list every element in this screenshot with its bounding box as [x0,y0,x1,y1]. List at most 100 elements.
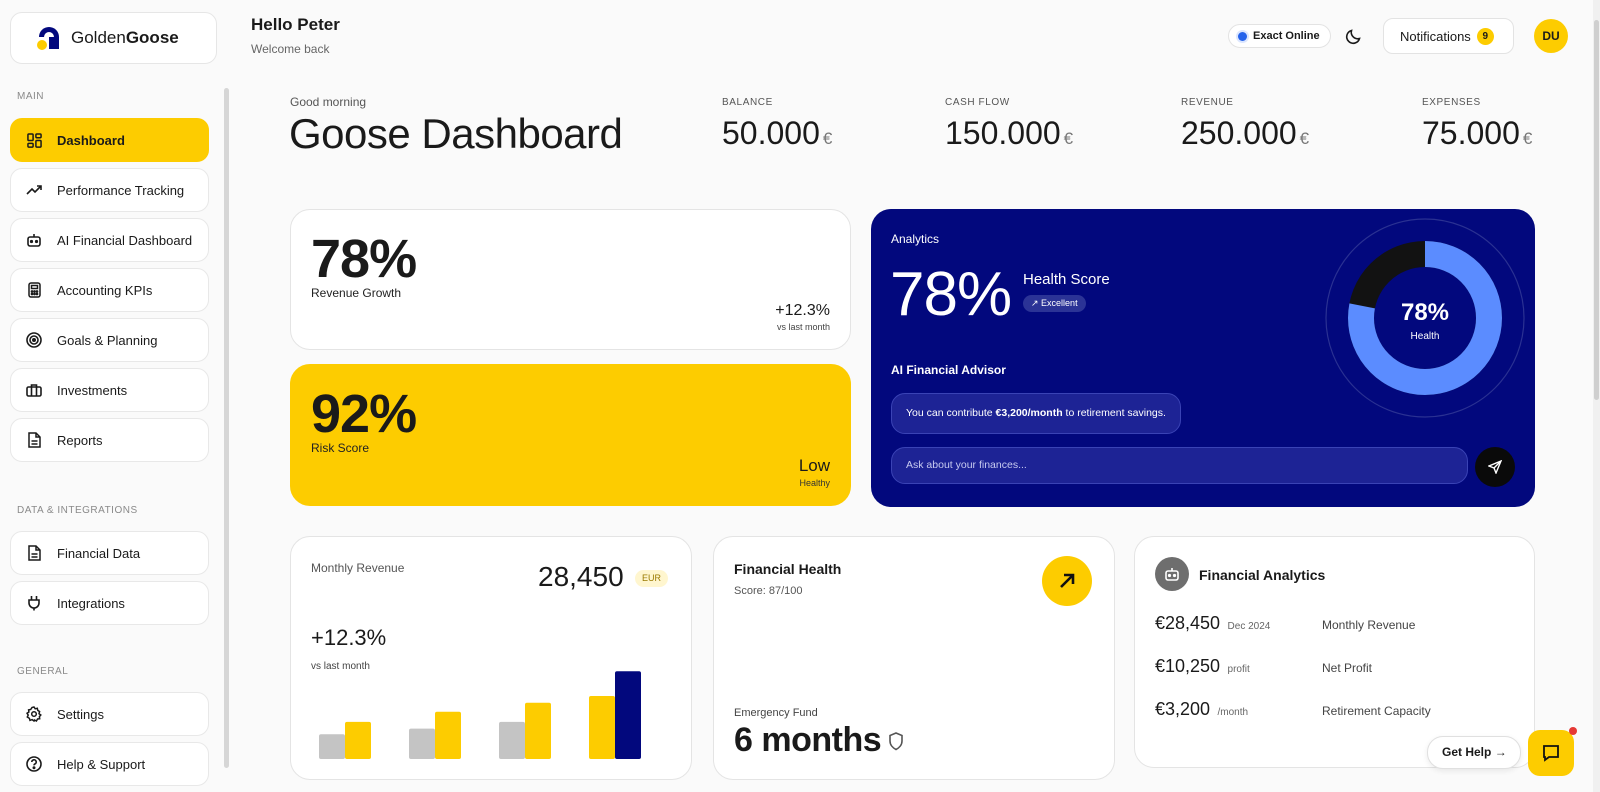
target-icon [25,331,43,349]
row-label: Monthly Revenue [1322,618,1416,632]
sidebar-item-label: Dashboard [57,132,125,148]
sidebar-item-performance-tracking[interactable]: Performance Tracking [10,168,209,212]
sidebar-item-label: Help & Support [57,756,146,772]
kpi-revenue: REVENUE 250.000 € [1181,97,1309,152]
financial-health-score: Score: 87/100 [734,585,803,597]
revenue-growth-label: Revenue Growth [311,286,402,300]
sidebar: GoldenGoose MAIN Dashboard Performance T… [0,0,224,792]
kpi-balance: BALANCE 50.000 € [722,97,832,152]
sidebar-item-label: Reports [57,432,103,448]
notifications-button[interactable]: Notifications 9 [1383,18,1514,54]
bar-1-1 [435,711,461,759]
bar-0-1 [345,721,371,759]
calculator-icon [25,281,43,299]
monthly-revenue-change-note: vs last month [311,661,370,672]
risk-score-value: 92% [311,384,417,444]
notifications-label: Notifications [1400,28,1471,44]
row-note: /month [1217,707,1249,718]
currency-badge: EUR [635,570,669,587]
section-title-general: GENERAL [17,666,69,677]
sidebar-item-ai-financial-dashboard[interactable]: AI Financial Dashboard [10,218,209,262]
kpi-label: CASH FLOW [945,97,1010,108]
page-title: Goose Dashboard [289,110,623,157]
integration-status-badge[interactable]: Exact Online [1228,24,1331,48]
sidebar-item-integrations[interactable]: Integrations [10,581,209,625]
sidebar-item-financial-data[interactable]: Financial Data [10,531,209,575]
chat-button[interactable] [1528,727,1577,776]
sidebar-item-help-support[interactable]: Help & Support [10,742,209,786]
kpi-currency: € [1522,129,1533,148]
document-icon [25,544,43,562]
monthly-revenue-card[interactable]: Monthly Revenue 28,450 EUR +12.3% vs las… [290,536,692,780]
sidebar-scrollbar[interactable] [224,88,229,768]
bar-1-0 [409,728,435,759]
row-amount: €3,200 [1155,699,1211,719]
page-scrollbar[interactable] [1593,0,1600,792]
monthly-revenue-value: 28,450 [538,561,624,592]
analytics-row: €10,250 profit [1155,656,1250,677]
row-label: Net Profit [1322,661,1373,675]
time-greeting: Good morning [290,95,367,109]
sidebar-item-label: Performance Tracking [57,182,185,198]
page-scrollbar-thumb[interactable] [1594,20,1599,400]
bar-2-1 [525,702,551,759]
kpi-expenses: EXPENSES 75.000 € [1422,97,1532,152]
row-note: Dec 2024 [1227,621,1271,632]
revenue-growth-card[interactable]: 78% Revenue Growth +12.3% vs last month [290,209,851,350]
kpi-label: EXPENSES [1422,97,1481,108]
monthly-revenue-bar-chart [319,671,641,759]
bar-3-1 [589,696,615,759]
row-amount: €28,450 [1155,613,1221,633]
arrow-right-icon: → [1494,745,1507,759]
monthly-revenue-change: +12.3% [311,625,387,650]
user-avatar[interactable]: DU [1534,19,1568,53]
kpi-currency: € [1299,129,1310,148]
emergency-fund-label: Emergency Fund [734,707,818,719]
kpi-value: 75.000 [1422,115,1520,151]
bar-2-0 [499,721,525,759]
sidebar-item-label: Investments [57,382,128,398]
goose-logo-icon [35,25,61,51]
grid-icon [25,131,43,149]
financial-analytics-title: Financial Analytics [1199,567,1326,583]
financial-health-card[interactable]: Financial Health Score: 87/100 Emergency… [713,536,1115,780]
get-help-button[interactable]: Get Help → [1427,736,1521,769]
sidebar-item-goals-planning[interactable]: Goals & Planning [10,318,209,362]
financial-health-arrow-button[interactable] [1042,556,1092,606]
financial-health-title: Financial Health [734,561,842,577]
sidebar-item-reports[interactable]: Reports [10,418,209,462]
theme-toggle-moon-icon[interactable] [1344,26,1364,46]
sidebar-item-label: Integrations [57,595,125,611]
trend-up-icon: ↗ [1031,298,1042,308]
risk-level-note: Healthy [799,478,830,488]
ask-input[interactable]: Ask about your finances... [891,447,1468,484]
financial-analytics-card[interactable]: Financial Analytics €28,450 Dec 2024 Mon… [1134,536,1535,768]
revenue-growth-change-note: vs last month [776,322,830,332]
kpi-value: 150.000 [945,115,1061,151]
donut-label: Health [1411,331,1440,342]
sidebar-item-accounting-kpis[interactable]: Accounting KPIs [10,268,209,312]
health-score-label: Health Score [1023,271,1110,288]
kpi-currency: € [822,129,833,148]
sidebar-item-label: Accounting KPIs [57,282,153,298]
sidebar-item-dashboard[interactable]: Dashboard [10,118,209,162]
integration-name: Exact Online [1253,30,1320,42]
advisor-message: You can contribute €3,200/month to retir… [891,393,1181,434]
kpi-value: 50.000 [722,115,820,151]
analytics-row: €3,200 /month [1155,699,1248,720]
send-button[interactable] [1475,447,1515,487]
shield-icon [888,732,904,756]
revenue-growth-change: +12.3% [775,302,830,319]
sidebar-item-settings[interactable]: Settings [10,692,209,736]
sidebar-item-investments[interactable]: Investments [10,368,209,412]
row-note: profit [1227,664,1250,675]
brand-logo[interactable]: GoldenGoose [10,12,217,64]
revenue-growth-value: 78% [311,229,417,289]
section-title-data: DATA & INTEGRATIONS [17,505,138,516]
kpi-label: REVENUE [1181,97,1234,108]
bar-3-2 [615,671,641,759]
sidebar-item-label: AI Financial Dashboard [57,232,193,248]
send-icon [1488,460,1502,474]
row-label: Retirement Capacity [1322,704,1431,718]
risk-score-card[interactable]: 92% Risk Score Low Healthy [290,364,851,506]
